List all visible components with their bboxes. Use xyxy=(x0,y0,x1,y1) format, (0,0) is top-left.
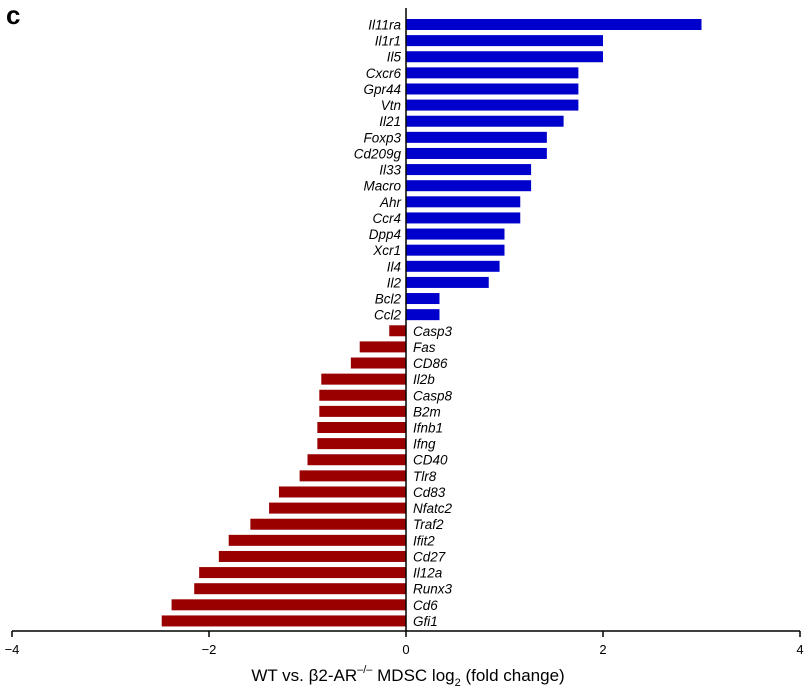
panel-label: c xyxy=(6,0,20,30)
bar-ccr4 xyxy=(406,212,521,224)
gene-label-gfi1: Gfi1 xyxy=(413,614,438,629)
x-tick-label: 4 xyxy=(796,642,803,657)
gene-label-il21: Il21 xyxy=(379,114,401,129)
bar-macro xyxy=(406,180,532,192)
bar-vtn xyxy=(406,99,579,111)
gene-label-cd86: CD86 xyxy=(413,356,448,371)
bar-nfatc2 xyxy=(269,502,406,514)
bar-cxcr6 xyxy=(406,67,579,79)
bar-gfi1 xyxy=(161,615,406,627)
gene-label-il11ra: Il11ra xyxy=(368,18,401,33)
axes-group xyxy=(12,8,800,632)
x-tick-label: −4 xyxy=(5,642,20,657)
gene-label-cd27: Cd27 xyxy=(413,549,446,564)
x-axis-title-tail: (fold change) xyxy=(461,666,565,685)
gene-label-casp8: Casp8 xyxy=(413,388,453,403)
bar-il5 xyxy=(406,51,603,63)
x-axis-title-main: WT vs. β2-AR xyxy=(251,666,357,685)
gene-label-cxcr6: Cxcr6 xyxy=(366,66,402,81)
gene-label-ifit2: Ifit2 xyxy=(413,533,435,548)
bar-gpr44 xyxy=(406,83,579,95)
gene-label-cd40: CD40 xyxy=(413,453,448,468)
gene-label-ahr: Ahr xyxy=(379,195,402,210)
x-tick-label: 0 xyxy=(402,642,409,657)
x-tick-label: −2 xyxy=(202,642,217,657)
bar-casp3 xyxy=(389,325,406,337)
gene-label-ifnb1: Ifnb1 xyxy=(413,421,443,436)
gene-labels-group: Il11raIl1r1Il5Cxcr6Gpr44VtnIl21Foxp3Cd20… xyxy=(354,18,453,629)
gene-label-vtn: Vtn xyxy=(381,98,401,113)
bar-ifit2 xyxy=(228,534,406,546)
bar-cd27 xyxy=(218,550,406,562)
bar-ifnb1 xyxy=(317,422,406,433)
x-axis-title-superscript: –/– xyxy=(357,664,373,676)
bar-tlr8 xyxy=(299,470,406,482)
bar-ccl2 xyxy=(406,309,440,321)
gene-label-il4: Il4 xyxy=(387,259,401,274)
gene-label-traf2: Traf2 xyxy=(413,517,444,532)
gene-label-tlr8: Tlr8 xyxy=(413,469,437,484)
bar-il1r1 xyxy=(406,35,603,47)
x-axis-title-mid: MDSC log xyxy=(372,666,454,685)
gene-label-il2: Il2 xyxy=(387,275,402,290)
gene-label-ccl2: Ccl2 xyxy=(374,308,401,323)
bar-il33 xyxy=(406,164,532,176)
bar-casp8 xyxy=(319,389,406,401)
gene-label-bcl2: Bcl2 xyxy=(375,292,402,307)
gene-label-cd209g: Cd209g xyxy=(354,146,402,161)
gene-label-cd83: Cd83 xyxy=(413,485,446,500)
bar-fas xyxy=(359,341,406,353)
bar-b2m xyxy=(319,405,406,417)
gene-label-fas: Fas xyxy=(413,340,436,355)
bar-il2 xyxy=(406,276,489,288)
gene-label-foxp3: Foxp3 xyxy=(363,130,401,145)
gene-label-nfatc2: Nfatc2 xyxy=(413,501,453,516)
gene-label-dpp4: Dpp4 xyxy=(369,227,401,242)
gene-label-il5: Il5 xyxy=(387,50,402,65)
gene-label-xcr1: Xcr1 xyxy=(372,243,401,258)
bar-il21 xyxy=(406,115,564,127)
gene-label-il2b: Il2b xyxy=(413,372,435,387)
bar-il2b xyxy=(321,373,406,385)
gene-label-il12a: Il12a xyxy=(413,566,443,581)
gene-label-il1r1: Il1r1 xyxy=(375,34,401,49)
x-axis-title: WT vs. β2-AR–/– MDSC log2 (fold change) xyxy=(251,664,564,689)
bar-ahr xyxy=(406,196,521,208)
bar-runx3 xyxy=(194,583,406,595)
bar-il12a xyxy=(199,567,406,579)
bar-bcl2 xyxy=(406,293,440,305)
bar-il11ra xyxy=(406,19,702,30)
bar-cd209g xyxy=(406,147,547,159)
bar-il4 xyxy=(406,260,500,272)
bar-traf2 xyxy=(250,518,406,530)
gene-label-b2m: B2m xyxy=(413,404,441,419)
gene-label-cd6: Cd6 xyxy=(413,598,438,613)
gene-label-casp3: Casp3 xyxy=(413,324,453,339)
gene-label-ifng: Ifng xyxy=(413,437,436,452)
bars-group xyxy=(161,19,702,627)
x-axis-title-subscript: 2 xyxy=(455,677,461,689)
gene-label-ccr4: Ccr4 xyxy=(372,211,401,226)
bar-xcr1 xyxy=(406,244,505,256)
bar-dpp4 xyxy=(406,228,505,240)
bar-ifng xyxy=(317,438,406,450)
gene-label-il33: Il33 xyxy=(379,163,401,178)
bar-foxp3 xyxy=(406,131,547,143)
gene-label-macro: Macro xyxy=(363,179,401,194)
x-tick-label: 2 xyxy=(599,642,606,657)
bar-cd6 xyxy=(171,599,406,611)
gene-label-runx3: Runx3 xyxy=(413,582,453,597)
x-ticks-group: −4 −2 0 2 4 xyxy=(5,631,804,657)
bar-cd86 xyxy=(350,357,406,369)
bar-cd83 xyxy=(278,486,406,498)
bar-cd40 xyxy=(307,454,406,466)
gene-label-gpr44: Gpr44 xyxy=(363,82,401,97)
